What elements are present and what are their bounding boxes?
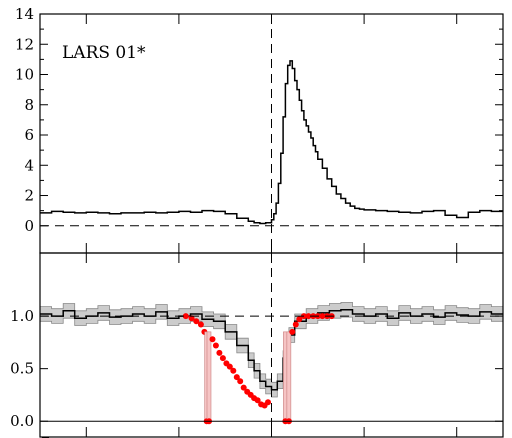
bottom-point [212, 342, 219, 349]
bottom-point [319, 313, 326, 320]
bottom-point [216, 349, 223, 356]
bottom-x-tick-label-partial: −7 [28, 434, 50, 438]
top-y-tick-label: 6 [24, 126, 34, 144]
bottom-point [292, 321, 299, 328]
bottom-point [265, 399, 271, 406]
bottom-point [188, 315, 195, 322]
top-series-line [40, 60, 503, 225]
bottom-point [209, 336, 216, 343]
bottom-point [237, 378, 244, 385]
top-y-tick-label: 12 [15, 35, 34, 53]
bottom-point [230, 367, 237, 374]
bottom-y-tick-label: 0.5 [10, 360, 34, 378]
bottom-y-tick-label: 1.0 [10, 307, 34, 325]
bottom-point [182, 313, 189, 320]
bottom-point-bar [206, 331, 212, 422]
bottom-point [193, 318, 200, 325]
bottom-point [240, 384, 247, 391]
bottom-point [219, 355, 226, 362]
bottom-point [305, 313, 312, 320]
top-annotation-label: LARS 01* [62, 43, 146, 63]
top-y-tick-label: 14 [15, 5, 34, 23]
bottom-point [233, 374, 240, 381]
bottom-point [254, 397, 261, 404]
top-y-tick-label: 4 [24, 156, 34, 174]
top-y-tick-label: 0 [24, 217, 34, 235]
bottom-point [197, 321, 204, 328]
bottom-panel: 0.0 0.5 1.0 −7 [10, 252, 504, 438]
top-y-tick-label: 10 [15, 66, 34, 84]
bottom-point [296, 316, 303, 323]
bottom-point [289, 328, 296, 335]
bottom-point-bar [286, 331, 292, 422]
bottom-y-tick-label: 0.0 [10, 412, 34, 430]
top-y-tick-label: 8 [24, 96, 34, 114]
top-panel: 0 2 4 6 8 10 12 14 LARS 01* [15, 5, 504, 254]
bottom-point [226, 363, 233, 370]
top-y-tick-label: 2 [24, 187, 34, 205]
